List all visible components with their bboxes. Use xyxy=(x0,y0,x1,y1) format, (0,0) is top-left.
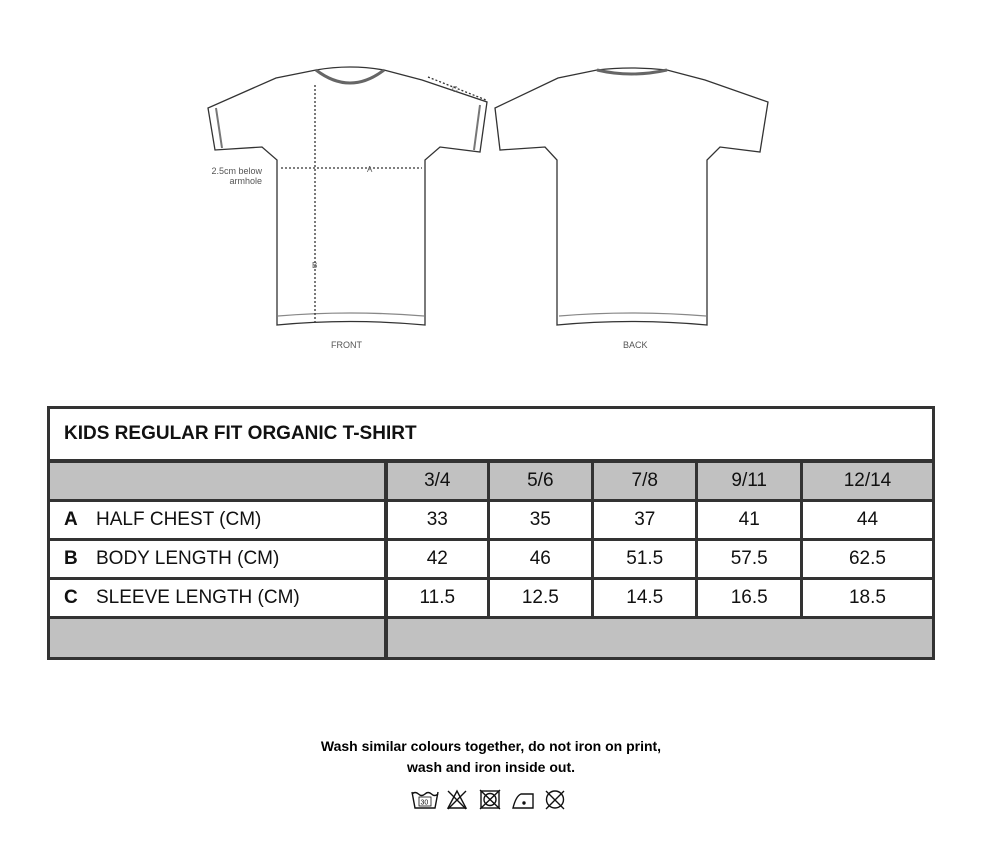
row-label: BODY LENGTH (CM) xyxy=(96,548,280,569)
iron-low-icon xyxy=(512,793,534,809)
size-chart-table: KIDS REGULAR FIT ORGANIC T-SHIRT 3/4 5/6… xyxy=(47,406,936,660)
mark-c: C xyxy=(452,85,458,94)
table-footer-row xyxy=(47,616,935,660)
size-header-row: 3/4 5/6 7/8 9/11 12/14 xyxy=(47,459,936,502)
front-shirt xyxy=(207,66,488,326)
tshirt-illustration: A B C xyxy=(207,66,769,326)
table-row: B BODY LENGTH (CM) 42 46 51.5 57.5 62.5 xyxy=(47,538,936,580)
back-label: BACK xyxy=(623,340,648,350)
size-header: 5/6 xyxy=(486,459,595,502)
size-header: 12/14 xyxy=(799,459,936,502)
front-label: FRONT xyxy=(331,340,362,350)
svg-text:30: 30 xyxy=(421,800,429,807)
size-header: 9/11 xyxy=(695,459,803,502)
mark-b: B xyxy=(312,261,317,270)
mark-a: A xyxy=(367,165,373,174)
row-label: SLEEVE LENGTH (CM) xyxy=(96,587,300,608)
care-instructions: Wash similar colours together, do not ir… xyxy=(320,738,662,775)
table-row: A HALF CHEST (CM) 33 35 37 41 44 xyxy=(47,499,936,541)
back-shirt xyxy=(494,67,769,326)
size-header: 3/4 xyxy=(384,459,490,502)
size-header: 7/8 xyxy=(591,459,699,502)
table-title: KIDS REGULAR FIT ORGANIC T-SHIRT xyxy=(47,406,935,463)
do-not-bleach-icon xyxy=(446,789,468,810)
do-not-tumble-dry-icon xyxy=(479,789,501,810)
wash-30-icon: 30 xyxy=(411,791,439,809)
table-row: C SLEEVE LENGTH (CM) 11.5 12.5 14.5 16.5 18.5 xyxy=(47,577,936,619)
do-not-dry-clean-icon xyxy=(545,790,565,810)
armhole-note: 2.5cm below armhole xyxy=(211,166,262,186)
row-label: HALF CHEST (CM) xyxy=(96,509,262,530)
care-icons: 30 xyxy=(411,789,565,810)
